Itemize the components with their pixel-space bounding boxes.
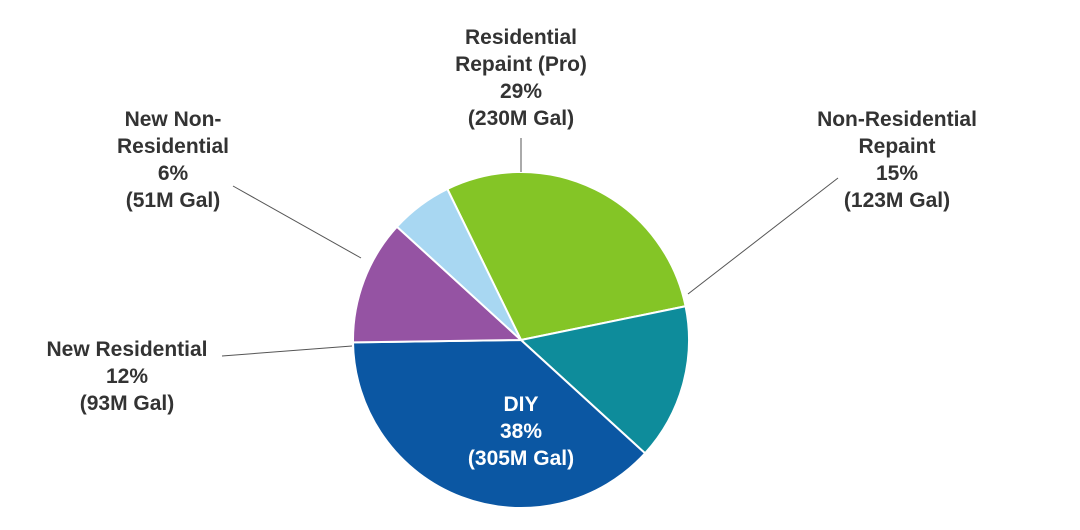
slice-label-4: New Non- Residential 6% (51M Gal) (117, 108, 229, 212)
slice-label-line: Residential (465, 26, 577, 49)
pie-slice-1 (518, 305, 690, 455)
slice-label-0: Residential Repaint (Pro) 29% (230M Gal) (455, 26, 587, 130)
slice-label-line: Non-Residential (817, 108, 977, 131)
leader-line-3 (221, 345, 353, 357)
slice-labels: Residential Repaint (Pro) 29% (230M Gal) Non… (46, 26, 976, 470)
pie-slice-2 (352, 338, 647, 509)
slice-label-line: Residential (117, 135, 229, 158)
slice-label-line: 6% (158, 162, 189, 185)
leader-line-4 (232, 185, 362, 259)
slice-label-line: Repaint (Pro) (455, 53, 587, 76)
slice-label-line: (93M Gal) (80, 392, 175, 415)
slice-label-line: Repaint (858, 135, 935, 158)
leader-lines (221, 138, 839, 357)
slice-label-line: (123M Gal) (844, 189, 950, 212)
slice-label-line: (51M Gal) (126, 189, 221, 212)
slice-label-line: New Non- (125, 108, 222, 131)
slice-label-line: (305M Gal) (468, 447, 574, 470)
slice-label-line: 29% (500, 80, 542, 103)
slice-label-line: New Residential (46, 338, 207, 361)
leader-line-1 (687, 177, 839, 295)
slice-label-line: (230M Gal) (468, 107, 574, 130)
pie-slice-3 (352, 225, 524, 344)
slice-label-line: 12% (106, 365, 148, 388)
slice-label-line: DIY (503, 393, 538, 416)
pie-slices (352, 171, 690, 509)
pie-slice-4 (395, 187, 522, 341)
slice-label-1: Non-Residential Repaint 15% (123M Gal) (817, 108, 977, 212)
slice-label-line: 38% (500, 420, 542, 443)
slice-label-3: New Residential 12% (93M Gal) (46, 338, 207, 415)
pie-slice-0 (446, 171, 687, 342)
slice-label-line: 15% (876, 162, 918, 185)
slice-label-2: DIY 38% (305M Gal) (468, 393, 574, 470)
